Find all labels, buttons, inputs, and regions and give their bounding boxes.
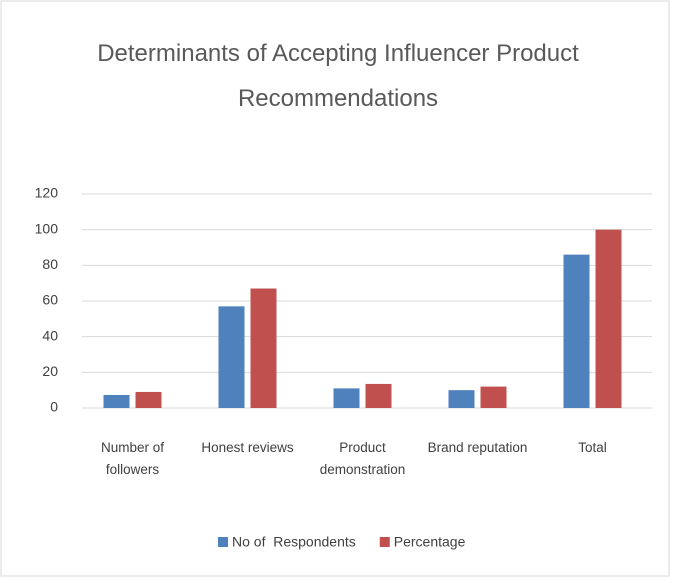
chart-title: Determinants of Accepting Influencer Pro…: [97, 40, 579, 112]
bar: [218, 306, 245, 408]
bar: [448, 390, 475, 408]
x-tick-label: Number of followers: [101, 440, 164, 477]
legend-label: Percentage: [394, 534, 466, 550]
bar: [480, 386, 507, 408]
x-tick-label: Brand reputation: [428, 440, 528, 455]
bar: [333, 388, 360, 408]
legend-swatch: [218, 537, 228, 547]
y-tick-label: 20: [42, 363, 58, 379]
x-tick-label: Total: [578, 440, 607, 455]
y-tick-label: 100: [35, 220, 59, 236]
bar: [103, 394, 130, 408]
y-tick-label: 0: [50, 399, 58, 415]
bar: [250, 288, 277, 408]
x-tick-label: Honest reviews: [201, 440, 294, 455]
y-tick-label: 120: [35, 185, 59, 201]
bar: [365, 383, 392, 408]
y-tick-label: 40: [42, 327, 58, 343]
bar: [563, 254, 590, 408]
legend-swatch: [379, 537, 390, 547]
y-tick-label: 80: [42, 256, 58, 272]
x-tick-label: Product demonstration: [320, 440, 406, 477]
bar: [595, 229, 622, 408]
bar: [135, 391, 162, 408]
y-tick-label: 60: [42, 292, 58, 308]
legend-label: No of Respondents: [232, 534, 356, 550]
